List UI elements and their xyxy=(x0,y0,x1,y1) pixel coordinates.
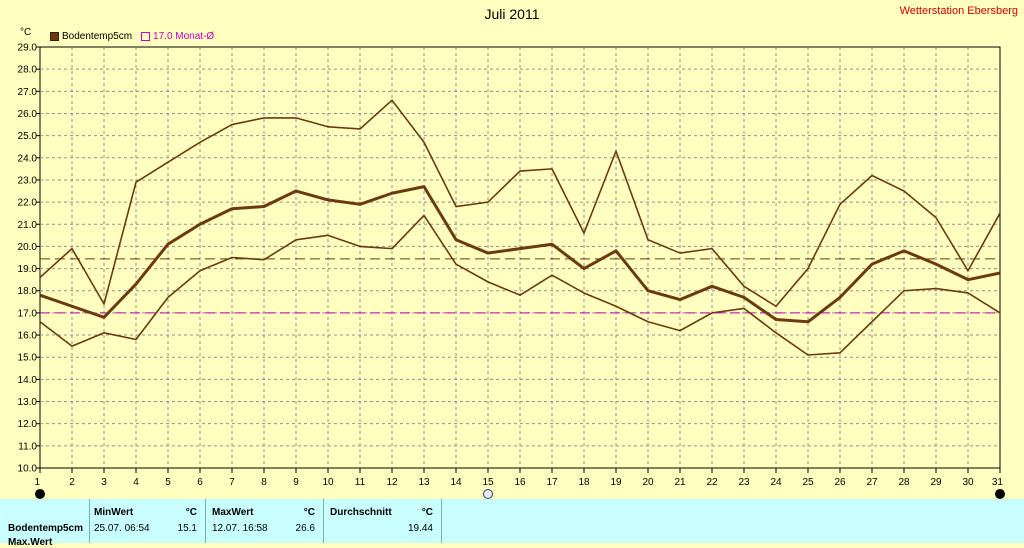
x-tick-label: 5 xyxy=(165,477,171,488)
x-tick-label: 16 xyxy=(514,477,526,488)
y-tick-label: 10.0 xyxy=(18,464,38,475)
y-tick-label: 17.0 xyxy=(18,308,38,319)
y-tick-label: 15.0 xyxy=(18,353,38,364)
avg-unit: °C xyxy=(421,507,433,518)
min-value: 15.1 xyxy=(177,523,197,534)
x-tick-label: 21 xyxy=(674,477,686,488)
max-value: 26.6 xyxy=(295,523,315,534)
x-tick-label: 6 xyxy=(197,477,203,488)
y-tick-label: 18.0 xyxy=(18,286,38,297)
y-tick-label: 14.0 xyxy=(18,375,38,386)
x-tick-label: 11 xyxy=(355,477,366,488)
x-tick-label: 23 xyxy=(738,477,750,488)
x-tick-label: 15 xyxy=(482,477,494,488)
y-tick-label: 24.0 xyxy=(18,153,38,164)
x-tick-label: 24 xyxy=(770,477,782,488)
x-tick-label: 27 xyxy=(866,477,878,488)
legend-series-swatch xyxy=(50,32,59,41)
chart-title: Juli 2011 xyxy=(484,6,540,22)
min-header: MinWert xyxy=(94,507,134,518)
max-unit: °C xyxy=(303,507,315,518)
y-tick-label: 12.0 xyxy=(18,419,38,430)
x-tick-label: 10 xyxy=(322,477,334,488)
legend-series-label: Bodentemp5cm xyxy=(62,31,133,42)
avg-value: 19.44 xyxy=(407,523,433,534)
x-tick-label: 26 xyxy=(834,477,846,488)
x-tick-label: 19 xyxy=(610,477,622,488)
day-marker-icon xyxy=(483,489,493,499)
x-tick-label: 14 xyxy=(450,477,462,488)
x-tick-label: 8 xyxy=(261,477,267,488)
x-tick-label: 29 xyxy=(930,477,942,488)
x-tick-label: 13 xyxy=(418,477,430,488)
y-axis-unit: °C xyxy=(20,27,32,38)
x-tick-label: 9 xyxy=(293,477,299,488)
x-tick-label: 31 xyxy=(992,477,1004,488)
x-tick-label: 18 xyxy=(578,477,590,488)
y-tick-label: 27.0 xyxy=(18,87,38,98)
series-line-mean xyxy=(39,185,1001,324)
min-date: 25.07. 06:54 xyxy=(94,523,150,534)
y-tick-label: 11.0 xyxy=(18,441,37,452)
day-marker-icon xyxy=(995,489,1005,499)
y-tick-label: 23.0 xyxy=(18,175,38,186)
max-date: 12.07. 16:58 xyxy=(212,523,268,534)
avg-header: Durchschnitt xyxy=(330,507,392,518)
y-tick-label: 13.0 xyxy=(18,397,38,408)
x-tick-label: 20 xyxy=(642,477,654,488)
series-line-min xyxy=(39,214,1001,356)
max-header: MaxWert xyxy=(212,507,254,518)
y-tick-label: 16.0 xyxy=(18,331,38,342)
x-tick-label: 2 xyxy=(69,477,75,488)
y-tick-label: 28.0 xyxy=(18,65,38,76)
day-marker-icon xyxy=(35,489,45,499)
stats-row-label-cell: Bodentemp5cm Max.Wert xyxy=(0,499,90,548)
legend-avg-label: 17.0 Monat-Ø xyxy=(153,31,215,42)
stats-avg-cell: Durchschnitt °C 19.44 xyxy=(324,499,442,543)
stats-max-cell: MaxWert °C 12.07. 16:58 26.6 xyxy=(206,499,324,543)
legend-avg-swatch xyxy=(141,32,151,41)
series-line-max xyxy=(39,99,1001,308)
y-tick-label: 21.0 xyxy=(18,220,38,231)
y-tick-label: 22.0 xyxy=(18,198,38,209)
x-tick-label: 25 xyxy=(802,477,814,488)
min-unit: °C xyxy=(185,507,197,518)
y-tick-label: 29.0 xyxy=(18,43,38,54)
x-tick-label: 30 xyxy=(962,477,974,488)
x-tick-label: 17 xyxy=(546,477,558,488)
x-tick-label: 4 xyxy=(133,477,139,488)
x-tick-label: 3 xyxy=(101,477,107,488)
legend: Bodentemp5cm 17.0 Monat-Ø xyxy=(50,31,214,42)
stats-min-cell: MinWert °C 25.07. 06:54 15.1 xyxy=(90,499,206,543)
stats-table: Bodentemp5cm Max.Wert MinWert °C 25.07. … xyxy=(0,499,1024,548)
y-tick-label: 26.0 xyxy=(18,109,38,120)
y-tick-label: 19.0 xyxy=(18,264,38,275)
station-name: Wetterstation Ebersberg xyxy=(899,5,1018,17)
y-tick-label: 20.0 xyxy=(18,242,38,253)
x-tick-label: 7 xyxy=(229,477,235,488)
x-tick-label: 22 xyxy=(706,477,718,488)
y-tick-label: 25.0 xyxy=(18,131,38,142)
x-tick-label: 28 xyxy=(898,477,910,488)
chart-area: 10.0 11.0 12.0 13.0 14.0 15.0 16.0 17.0 18.0 19.0… xyxy=(18,43,1005,499)
x-tick-label: 1 xyxy=(34,477,40,488)
x-tick-label: 12 xyxy=(386,477,398,488)
stats-row-label: Bodentemp5cm xyxy=(8,523,84,534)
